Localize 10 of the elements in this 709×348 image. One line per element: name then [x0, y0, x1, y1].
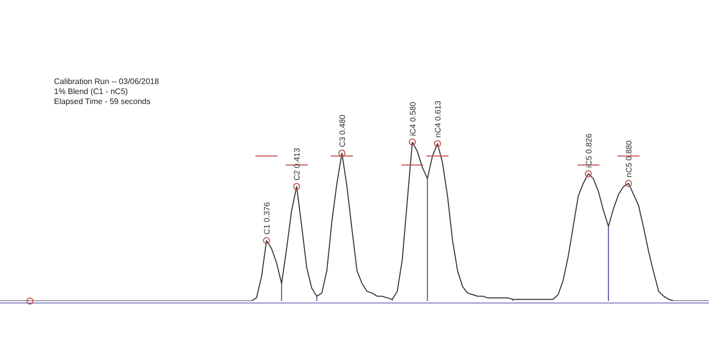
text: Elapsed Time - 59 seconds [54, 97, 152, 107]
annotation: iC5 0.826 [584, 133, 594, 168]
chart-subtitle: 1% Blend (C1 - nC5) [54, 87, 129, 97]
annotation: nC4 0.613 [433, 100, 442, 138]
annotation: C3 0.480 [338, 114, 347, 148]
chart-title: Calibration Run -- 03/06/2018 [54, 77, 159, 87]
annotation: nC5 0.880 [624, 140, 634, 178]
annotation: C2 0.413 [292, 148, 302, 181]
annotation: C1 0.376 [262, 202, 272, 235]
annotation: iC4 0.580 [408, 101, 418, 136]
